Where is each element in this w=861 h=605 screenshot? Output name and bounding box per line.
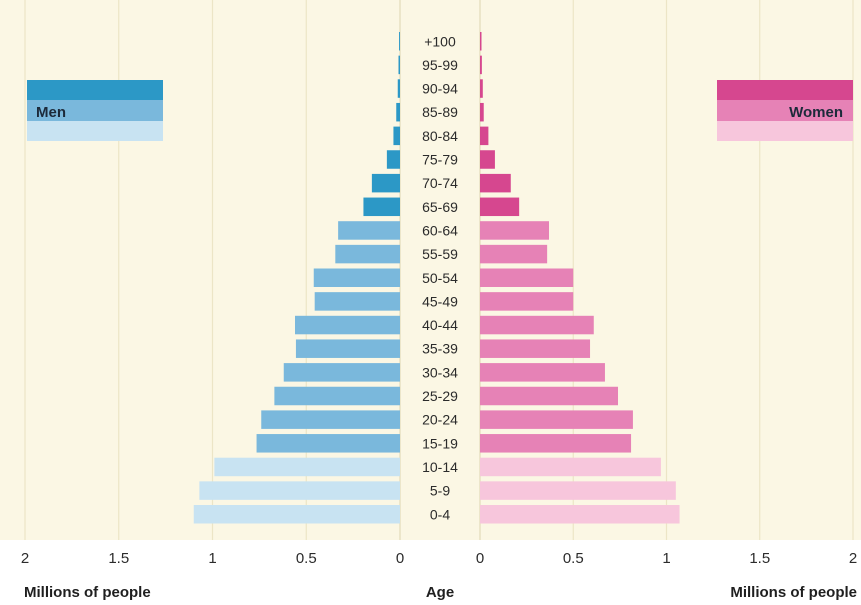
legend-label-men: Men — [36, 104, 66, 121]
bar-women-0-4 — [480, 505, 680, 524]
x-tick-label: 0 — [476, 550, 484, 567]
bar-men-95-99 — [398, 55, 400, 75]
x-tick-label: 1.5 — [108, 550, 129, 567]
age-label: 45-49 — [422, 293, 458, 309]
x-tick-label: 0 — [396, 550, 404, 567]
legend-swatch-men-young — [27, 121, 163, 141]
bar-men-30-34 — [283, 363, 400, 382]
bar-men-80-84 — [393, 126, 400, 146]
age-label: 0-4 — [430, 506, 450, 522]
x-tick-label: 0.5 — [296, 550, 317, 567]
x-tick-label: 0.5 — [563, 550, 584, 567]
bar-women-30-34 — [480, 363, 605, 382]
legend-men: Men — [27, 80, 163, 141]
bar-men-70-74 — [371, 173, 400, 193]
age-label: 60-64 — [422, 222, 458, 238]
bar-women-80-84 — [480, 126, 489, 146]
bar-women-90-94 — [480, 79, 483, 98]
x-tick-label: 1.5 — [749, 550, 770, 567]
legend-swatch-men-adult — [27, 100, 163, 121]
x-tick-labels: 2 1.5 1 0.5 0 0 0.5 1 1.5 2 — [21, 550, 857, 567]
bar-men-0-4 — [193, 505, 400, 524]
legend-swatch-women-young — [717, 121, 853, 141]
bar-women-20-24 — [480, 410, 633, 429]
legend-label-women: Women — [789, 104, 843, 121]
bars — [193, 32, 680, 524]
age-label: 55-59 — [422, 246, 458, 262]
bar-men-65-69 — [363, 197, 400, 217]
legend-swatch-women-adult — [717, 100, 853, 121]
bar-men-20-24 — [261, 410, 400, 429]
bar-women-15-19 — [480, 434, 632, 453]
bar-men-55-59 — [335, 244, 400, 264]
x-tick-label: 1 — [208, 550, 216, 567]
age-label: 30-34 — [422, 364, 458, 380]
bar-men-25-29 — [274, 386, 400, 406]
bar-men-5-9 — [199, 481, 400, 500]
bar-women-55-59 — [480, 244, 548, 264]
age-label: 90-94 — [422, 81, 458, 97]
age-label: +100 — [424, 33, 456, 49]
bar-women-65-69 — [480, 197, 520, 217]
age-label: 5-9 — [430, 483, 450, 499]
age-label: 95-99 — [422, 57, 458, 73]
bar-women-+100 — [480, 32, 482, 51]
age-label: 20-24 — [422, 412, 458, 428]
x-tick-label: 1 — [662, 550, 670, 567]
bar-men-85-89 — [396, 102, 400, 122]
age-label: 80-84 — [422, 128, 458, 144]
bar-women-45-49 — [480, 292, 574, 311]
age-label: 65-69 — [422, 199, 458, 215]
x-tick-label: 2 — [21, 550, 29, 567]
bar-women-35-39 — [480, 339, 591, 358]
x-tick-label: 2 — [849, 550, 857, 567]
age-label: 85-89 — [422, 104, 458, 120]
bar-men-10-14 — [214, 457, 400, 477]
bar-women-10-14 — [480, 457, 661, 477]
age-label: 70-74 — [422, 175, 458, 191]
legend-women: Women — [717, 80, 853, 141]
bar-women-95-99 — [480, 55, 482, 75]
bar-women-5-9 — [480, 481, 676, 500]
bar-women-70-74 — [480, 173, 511, 193]
bar-women-60-64 — [480, 221, 550, 240]
age-label: 25-29 — [422, 388, 458, 404]
x-axis-label-right: Millions of people — [730, 584, 857, 601]
bar-women-40-44 — [480, 315, 594, 335]
age-label: 10-14 — [422, 459, 458, 475]
bar-men-60-64 — [338, 221, 400, 240]
bar-women-50-54 — [480, 268, 574, 287]
age-labels: +100 95-99 90-94 85-89 80-84 75-79 70-74 65-69 6… — [422, 33, 458, 522]
age-label: 40-44 — [422, 317, 458, 333]
bar-men-45-49 — [314, 292, 400, 311]
bar-women-25-29 — [480, 386, 619, 406]
legend-swatch-men-elderly — [27, 80, 163, 100]
y-axis-label: Age — [426, 584, 454, 601]
age-label: 50-54 — [422, 270, 458, 286]
age-label: 15-19 — [422, 435, 458, 451]
bar-men-75-79 — [386, 150, 400, 169]
age-label: 75-79 — [422, 152, 458, 168]
bar-men-+100 — [399, 32, 400, 51]
bar-women-75-79 — [480, 150, 495, 169]
bar-men-35-39 — [295, 339, 400, 358]
legend-swatch-women-elderly — [717, 80, 853, 100]
x-axis-label-left: Millions of people — [24, 584, 151, 601]
bar-men-40-44 — [295, 315, 400, 335]
bar-men-50-54 — [313, 268, 400, 287]
age-label: 35-39 — [422, 341, 458, 357]
bar-women-85-89 — [480, 102, 484, 122]
bar-men-15-19 — [256, 434, 400, 453]
bar-men-90-94 — [397, 79, 400, 98]
